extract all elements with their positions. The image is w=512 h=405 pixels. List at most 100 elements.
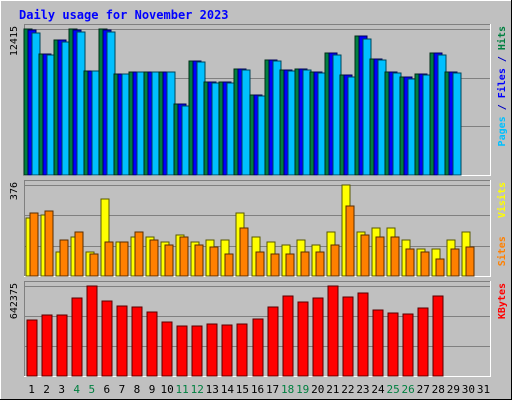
bar-sites-day-2 (44, 210, 54, 277)
bar-kbytes-day-24 (372, 309, 384, 377)
x-tick-label-day-24: 24 (371, 383, 385, 396)
bar-kbytes-day-9 (146, 311, 158, 377)
x-tick-label-day-30: 30 (462, 383, 475, 396)
panel-legend-item: Visits (496, 182, 508, 218)
bar-kbytes-day-1 (26, 319, 38, 377)
panel-legend-item: Pages (497, 116, 508, 146)
x-tick-label-day-12: 12 (191, 383, 204, 396)
bar-sites-day-24 (375, 236, 385, 277)
x-tick-label-day-15: 15 (236, 383, 249, 396)
bar-sites-day-4 (74, 231, 84, 277)
x-tick-label-day-8: 8 (134, 383, 141, 396)
x-tick-label-day-10: 10 (160, 383, 173, 396)
bar-kbytes-day-19 (297, 301, 309, 377)
bar-pages-day-15 (241, 69, 251, 176)
bar-kbytes-day-20 (312, 297, 324, 377)
x-tick-label-day-16: 16 (251, 383, 264, 396)
x-tick-label-day-27: 27 (417, 383, 430, 396)
bar-sites-day-18 (285, 253, 295, 277)
x-tick-label-day-3: 3 (58, 383, 65, 396)
bar-sites-day-15 (239, 227, 249, 277)
x-tick-label-day-7: 7 (119, 383, 126, 396)
x-tick-label-day-19: 19 (296, 383, 309, 396)
x-tick-label-day-5: 5 (88, 383, 95, 396)
bar-kbytes-day-15 (236, 323, 248, 377)
bar-sites-day-16 (255, 251, 265, 277)
panel-legend-item: / (497, 50, 508, 68)
panel-legend: Sites / Visits (496, 182, 508, 266)
bar-sites-day-25 (390, 236, 400, 277)
bar-sites-day-19 (300, 251, 310, 277)
x-tick-label-day-20: 20 (311, 383, 324, 396)
bar-sites-day-20 (315, 251, 325, 277)
bar-kbytes-day-22 (342, 296, 354, 377)
panel-legend-item: Hits (496, 26, 508, 50)
bar-kbytes-day-26 (402, 313, 414, 377)
bar-sites-day-8 (134, 231, 144, 277)
panel-legend-item: / (497, 218, 508, 236)
bar-sites-day-3 (59, 239, 69, 277)
panel-legend-item: Sites (496, 236, 508, 266)
panel-visits-sites: 376 Sites / Visits (9, 180, 508, 277)
chart-panels: 12415 Pages / Files / Hits 376 Sites / Visi… (9, 24, 508, 377)
panel-kbytes: 642375 KBytes (9, 281, 508, 377)
bar-sites-day-5 (89, 253, 99, 277)
bar-sites-day-12 (194, 244, 204, 277)
bar-kbytes-day-7 (116, 305, 128, 377)
bar-kbytes-day-14 (221, 324, 233, 377)
bar-sites-day-17 (270, 253, 280, 277)
bar-kbytes-day-6 (101, 300, 113, 377)
x-tick-label-day-1: 1 (28, 383, 35, 396)
x-tick-label-day-25: 25 (386, 383, 399, 396)
panel-hits-files-pages: 12415 Pages / Files / Hits (9, 24, 508, 176)
x-tick-label-day-14: 14 (221, 383, 235, 396)
bar-kbytes-day-4 (71, 297, 83, 377)
x-tick-label-day-29: 29 (447, 383, 460, 396)
bar-sites-day-23 (360, 234, 370, 277)
panel-scale-label: 12415 (9, 26, 20, 56)
chart-title: Daily usage for November 2023 (19, 8, 229, 22)
panel-legend-item: / (497, 98, 508, 116)
bar-pages-day-29 (452, 72, 462, 176)
x-tick-label-day-23: 23 (356, 383, 369, 396)
bar-sites-day-14 (224, 253, 234, 277)
bar-sites-day-11 (179, 236, 189, 277)
bar-sites-day-6 (104, 241, 114, 277)
x-tick-label-day-6: 6 (104, 383, 111, 396)
bar-kbytes-day-5 (86, 285, 98, 377)
bar-kbytes-day-25 (387, 312, 399, 377)
panel-scale-label: 642375 (9, 283, 20, 319)
bar-sites-day-1 (29, 212, 39, 277)
bar-sites-day-28 (435, 258, 445, 277)
bar-kbytes-day-12 (191, 325, 203, 377)
bar-kbytes-day-8 (131, 306, 143, 377)
x-tick-label-day-9: 9 (149, 383, 156, 396)
x-tick-label-day-4: 4 (73, 383, 80, 396)
x-tick-label-day-17: 17 (266, 383, 279, 396)
bar-kbytes-day-16 (252, 318, 264, 377)
panel-legend: Pages / Files / Hits (496, 26, 508, 146)
x-tick-label-day-22: 22 (341, 383, 354, 396)
bar-sites-day-27 (420, 251, 430, 277)
bar-kbytes-day-13 (206, 323, 218, 377)
panel-legend-item: Files (496, 68, 508, 98)
bar-sites-day-7 (119, 241, 129, 277)
bar-sites-day-22 (345, 205, 355, 277)
bar-kbytes-day-17 (267, 306, 279, 377)
x-axis: 1 2 3 4 5 6 7 8 9 10 11 12 13 14 15 16 17 18 19 20 21 22 23 24 2… (28, 383, 490, 396)
bar-sites-day-26 (405, 248, 415, 277)
bar-kbytes-day-27 (417, 307, 429, 377)
panel-legend: KBytes (497, 283, 508, 319)
x-tick-label-day-2: 2 (43, 383, 50, 396)
panel-scale-label: 376 (9, 182, 20, 200)
x-tick-label-day-26: 26 (402, 383, 415, 396)
bar-sites-day-30 (465, 246, 475, 277)
x-tick-label-day-31: 31 (477, 383, 490, 396)
bar-kbytes-day-23 (357, 292, 369, 377)
bar-sites-day-9 (149, 239, 159, 277)
x-tick-label-day-28: 28 (432, 383, 445, 396)
bar-sites-day-29 (450, 248, 460, 277)
bar-kbytes-day-11 (176, 325, 188, 377)
